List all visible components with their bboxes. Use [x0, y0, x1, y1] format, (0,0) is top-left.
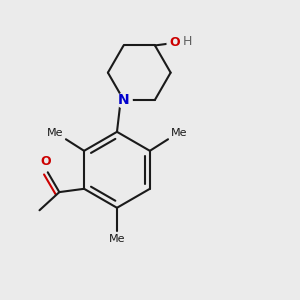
- Text: Me: Me: [47, 128, 63, 138]
- Text: O: O: [169, 36, 180, 49]
- Text: O: O: [41, 155, 51, 168]
- Text: Me: Me: [109, 234, 125, 244]
- Text: Me: Me: [171, 128, 187, 138]
- Text: N: N: [118, 93, 129, 107]
- Text: H: H: [183, 35, 192, 48]
